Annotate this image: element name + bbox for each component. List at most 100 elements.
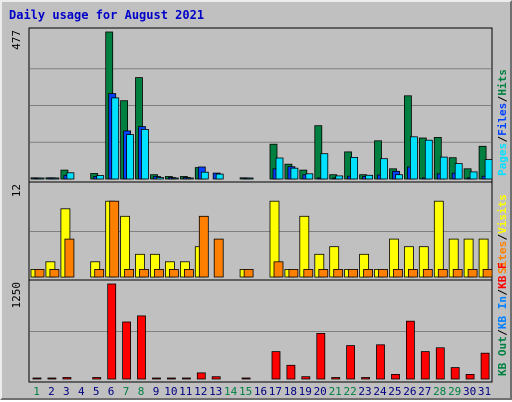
pages-bar-day-3 xyxy=(66,172,75,180)
pages-bar-day-29 xyxy=(454,163,463,180)
day-label-9: 9 xyxy=(153,385,160,398)
pages-bar-day-15 xyxy=(245,177,254,180)
day-label-21: 21 xyxy=(329,385,342,398)
pages-bar-day-6 xyxy=(111,97,120,180)
pages-bar-day-23 xyxy=(365,174,374,180)
day-label-7: 7 xyxy=(123,385,130,398)
kbytes-bar-day-20 xyxy=(316,332,326,380)
chart-panels: 477Pages/Files/Hits12Sites/Visits1250KB … xyxy=(10,27,509,383)
pages-bar-day-1 xyxy=(36,177,45,180)
day-label-18: 18 xyxy=(284,385,297,398)
legend-separator: / xyxy=(496,234,509,241)
day-label-26: 26 xyxy=(403,385,416,398)
kbytes-bar-day-10 xyxy=(166,377,176,380)
sites-bar-day-27 xyxy=(422,268,433,278)
sites-bar-day-21 xyxy=(333,268,344,278)
legend-files: Files xyxy=(496,103,509,136)
visits-bar-day-7 xyxy=(120,215,130,278)
legend-sites: Sites xyxy=(496,241,509,274)
day-label-5: 5 xyxy=(93,385,100,398)
kbytes-bar-day-8 xyxy=(137,315,146,380)
day-label-16: 16 xyxy=(254,385,267,398)
legend-kb-out: KB Out xyxy=(496,336,509,376)
legend-kb-f: KB F xyxy=(496,262,509,289)
kbytes-bar-day-31 xyxy=(480,352,490,380)
pages-bar-day-22 xyxy=(350,156,359,180)
day-label-15: 15 xyxy=(239,385,252,398)
kbytes-bar-day-5 xyxy=(92,377,102,380)
sites-bar-day-5 xyxy=(94,268,105,278)
day-label-10: 10 xyxy=(164,385,177,398)
pages-bar-day-7 xyxy=(126,134,134,180)
kbytes-bar-day-12 xyxy=(196,372,206,380)
day-label-2: 2 xyxy=(48,385,55,398)
sites-bar-day-28 xyxy=(437,268,448,278)
y-max-label: 1250 xyxy=(10,282,23,309)
day-label-30: 30 xyxy=(463,385,476,398)
kbytes-bar-day-30 xyxy=(465,373,475,380)
day-label-1: 1 xyxy=(33,385,40,398)
legend-separator: / xyxy=(496,136,509,143)
sites-bar-day-8 xyxy=(139,268,149,278)
pages-bar-day-27 xyxy=(424,139,433,180)
day-label-31: 31 xyxy=(478,385,491,398)
day-axis: 1 2 3 4 5 6 7 8 9 10 11 12 13 14 15 16 17 18 19 20 21 22 23 24 2… xyxy=(33,385,491,398)
kbytes-bar-day-24 xyxy=(376,344,385,380)
day-label-20: 20 xyxy=(314,385,327,398)
day-label-25: 25 xyxy=(388,385,401,398)
sites-bar-day-20 xyxy=(318,268,329,278)
sites-bar-day-19 xyxy=(303,268,314,278)
pages-bar-day-19 xyxy=(305,173,314,180)
pages-bar-day-12 xyxy=(200,171,209,180)
pages-bar-day-28 xyxy=(439,156,448,180)
pages-bar-day-25 xyxy=(395,174,403,180)
kbytes-bar-day-9 xyxy=(152,377,161,380)
legend-pages: Pages xyxy=(496,143,509,176)
panel-border xyxy=(28,279,493,383)
sites-bar-day-10 xyxy=(168,268,179,278)
day-label-4: 4 xyxy=(78,385,85,398)
kbytes-bar-day-3 xyxy=(62,377,72,380)
pages-bar-day-17 xyxy=(275,157,284,180)
pages-bar-day-8 xyxy=(141,129,149,180)
legend-separator: / xyxy=(496,95,509,102)
sites-bar-day-12 xyxy=(198,215,209,278)
kbytes-bar-day-19 xyxy=(301,376,311,380)
kbytes-bar-day-7 xyxy=(122,321,131,380)
sites-bar-day-9 xyxy=(154,268,164,278)
kbytes-bar-day-28 xyxy=(435,347,445,380)
pages-bar-day-20 xyxy=(320,153,329,180)
sites-bar-day-13 xyxy=(213,238,224,278)
sites-bar-day-31 xyxy=(482,268,493,278)
kbytes-bar-day-23 xyxy=(361,377,371,380)
kbytes-bar-day-26 xyxy=(405,320,415,380)
kbytes-bar-day-13 xyxy=(211,376,221,380)
sites-bar-day-17 xyxy=(273,261,284,278)
sites-bar-day-24 xyxy=(378,268,388,278)
pages-bar-day-13 xyxy=(215,173,224,180)
sites-bar-day-30 xyxy=(467,268,478,278)
day-label-23: 23 xyxy=(358,385,371,398)
sites-bar-day-2 xyxy=(49,268,60,278)
kbytes-bar-day-29 xyxy=(450,367,460,380)
kbytes-bar-day-21 xyxy=(331,377,341,380)
sites-bar-day-29 xyxy=(452,268,463,278)
sites-bar-day-7 xyxy=(124,268,134,278)
day-label-19: 19 xyxy=(299,385,312,398)
day-label-13: 13 xyxy=(209,385,222,398)
day-label-29: 29 xyxy=(448,385,461,398)
panel-2: 12 Sites/Visits xyxy=(10,181,509,281)
legend-visits: Visits xyxy=(496,194,509,234)
kbytes-bar-day-1 xyxy=(32,377,42,380)
day-label-22: 22 xyxy=(343,385,356,398)
pages-bar-day-10 xyxy=(170,177,179,180)
sites-bar-day-25 xyxy=(393,268,403,278)
day-label-17: 17 xyxy=(269,385,282,398)
kbytes-bar-day-25 xyxy=(391,373,400,380)
kbytes-bar-day-11 xyxy=(181,377,191,380)
y-max-label: 477 xyxy=(10,30,23,50)
sites-bar-day-11 xyxy=(183,268,194,278)
sites-bar-day-6 xyxy=(109,200,120,278)
panel-legend: Sites/Visits xyxy=(496,194,509,274)
